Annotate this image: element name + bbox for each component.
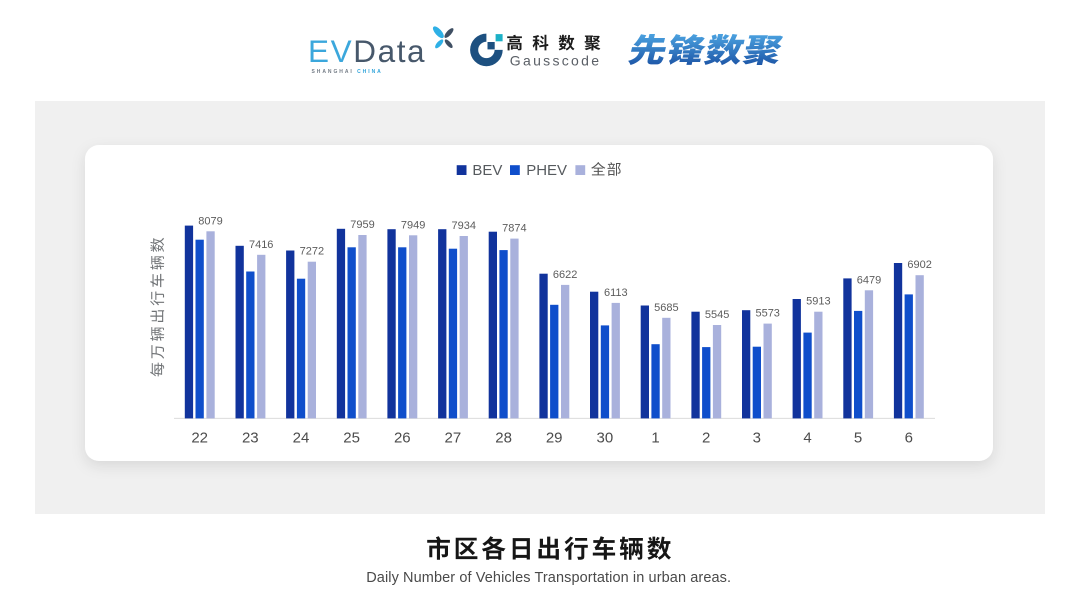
- svg-text:27: 27: [445, 430, 462, 447]
- svg-text:23: 23: [242, 430, 259, 447]
- svg-text:Daily Number of Vehicles Trans: Daily Number of Vehicles Transportation …: [366, 570, 731, 586]
- svg-text:Gausscode: Gausscode: [510, 52, 602, 68]
- svg-text:5913: 5913: [806, 296, 830, 308]
- svg-text:25: 25: [343, 430, 360, 447]
- svg-text:EVData: EVData: [308, 33, 426, 69]
- svg-text:SHANGHAI CHINA: SHANGHAI CHINA: [312, 69, 383, 75]
- svg-text:7416: 7416: [249, 239, 273, 251]
- svg-text:2: 2: [702, 430, 710, 447]
- svg-text:24: 24: [293, 430, 310, 447]
- svg-text:7874: 7874: [502, 223, 526, 235]
- svg-text:7272: 7272: [300, 246, 324, 258]
- svg-text:6902: 6902: [907, 259, 931, 271]
- svg-text:3: 3: [753, 430, 761, 447]
- svg-text:BEV: BEV: [472, 162, 502, 179]
- svg-text:5: 5: [854, 430, 862, 447]
- svg-text:29: 29: [546, 430, 563, 447]
- svg-text:4: 4: [803, 430, 811, 447]
- svg-text:6622: 6622: [553, 269, 577, 281]
- svg-text:26: 26: [394, 430, 411, 447]
- svg-text:7959: 7959: [350, 219, 374, 231]
- svg-text:7949: 7949: [401, 219, 425, 231]
- svg-text:5685: 5685: [654, 302, 678, 314]
- svg-text:30: 30: [597, 430, 614, 447]
- svg-text:5545: 5545: [705, 309, 729, 321]
- svg-text:22: 22: [191, 430, 208, 447]
- svg-text:5573: 5573: [755, 308, 779, 320]
- svg-text:PHEV: PHEV: [526, 162, 567, 179]
- svg-text:6113: 6113: [604, 287, 628, 299]
- svg-text:6479: 6479: [857, 274, 881, 286]
- svg-text:7934: 7934: [452, 220, 476, 232]
- svg-text:28: 28: [495, 430, 512, 447]
- svg-text:6: 6: [905, 430, 913, 447]
- svg-text:8079: 8079: [198, 215, 222, 227]
- svg-text:1: 1: [651, 430, 659, 447]
